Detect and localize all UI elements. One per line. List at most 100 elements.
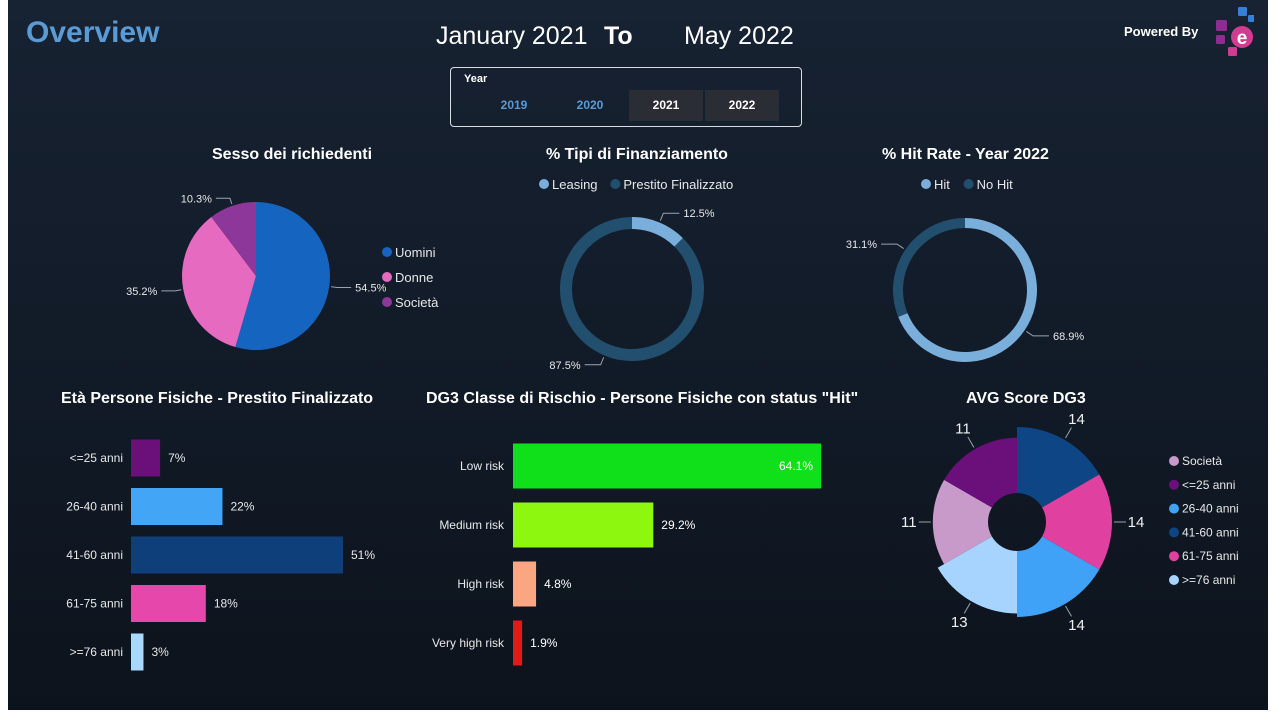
donut-0-label: 12.5% <box>683 208 714 220</box>
bar-rischio-category-1: Medium risk <box>439 518 505 532</box>
donut-1-label: 87.5% <box>549 360 580 372</box>
legend-label-0: Leasing <box>552 177 598 192</box>
svg-text:e: e <box>1237 28 1248 49</box>
legend-dot-sesso-2 <box>382 297 392 307</box>
chart-title-eta: Età Persone Fisiche - Prestito Finalizza… <box>61 390 374 407</box>
pie-sesso-0-leader <box>331 286 352 289</box>
charts-canvas: 54.5% 35.2% 10.3% Uomini Donne Società 12.5% 87… <box>66 177 1239 671</box>
rose-value-2: 14 <box>1068 617 1085 634</box>
bar-rischio-3 <box>513 620 523 666</box>
legend-dot-avg-3 <box>1169 527 1179 538</box>
bar-rischio-value-3: 1.9% <box>530 636 558 650</box>
pie-sesso-1-leader <box>161 289 182 292</box>
bar-rischio-category-2: High risk <box>457 577 505 591</box>
legend-dot-1 <box>963 179 974 189</box>
legend-label-1: Prestito Finalizzato <box>623 177 733 192</box>
chart-title-rischio: DG3 Classe di Rischio - Persone Fisiche … <box>426 390 859 407</box>
bar-rischio-2 <box>513 561 537 607</box>
legend-label-avg-5: >=76 anni <box>1182 573 1235 587</box>
rose-leader-1 <box>967 436 975 448</box>
brand-logo-icon: e <box>1216 7 1254 56</box>
legend-dot-sesso-0 <box>382 247 392 257</box>
legend-dot-0 <box>539 179 549 189</box>
dashboard: Overview January 2021 To May 2022 Powere… <box>8 0 1268 710</box>
legend-label-sesso-2: Società <box>395 295 439 310</box>
pie-slice-1 <box>182 216 256 348</box>
legend-label-avg-1: <=25 anni <box>1182 478 1235 492</box>
chart-title-tipi: % Tipi di Finanziamento <box>546 146 728 163</box>
bar-eta-value-1: 22% <box>230 500 254 514</box>
donut-1-leader <box>881 243 904 250</box>
date-from: January 2021 <box>436 22 588 50</box>
donut-1-leader <box>584 357 605 366</box>
year-slicer-title: Year <box>464 73 488 85</box>
bar-eta-value-4: 3% <box>151 645 169 659</box>
legend-dot-sesso-1 <box>382 272 392 282</box>
legend-label-avg-4: 61-75 anni <box>1182 549 1239 563</box>
bar-eta-category-2: 41-60 anni <box>66 548 123 562</box>
bar-eta-4 <box>131 633 144 671</box>
legend-dot-0 <box>921 179 931 189</box>
year-option-2020[interactable]: 2020 <box>576 98 604 112</box>
year-option-2021[interactable]: 2021 <box>629 90 703 121</box>
bar-rischio-1 <box>513 502 654 548</box>
rose-value-1: 11 <box>955 420 971 437</box>
bar-eta-category-4: >=76 anni <box>70 645 123 659</box>
donut-0-leader <box>659 212 680 221</box>
bar-rischio-0 <box>513 443 821 489</box>
pie-sesso-0-label: 54.5% <box>355 283 386 295</box>
chart-title-hitrate: % Hit Rate - Year 2022 <box>882 146 1049 163</box>
powered-by-label: Powered By <box>1124 24 1199 39</box>
legend-label-avg-3: 41-60 anni <box>1182 525 1239 539</box>
year-option-2019[interactable]: 2019 <box>500 98 528 112</box>
legend-dot-1 <box>610 179 621 189</box>
bar-eta-category-3: 61-75 anni <box>66 597 123 611</box>
legend-dot-avg-0 <box>1169 456 1179 466</box>
rose-slice-1 <box>944 437 1017 508</box>
bar-rischio-category-3: Very high risk <box>432 636 505 650</box>
bar-eta-category-0: <=25 anni <box>70 451 123 465</box>
donut-0-leader <box>1026 330 1049 337</box>
year-option-2022[interactable]: 2022 <box>705 90 779 121</box>
bar-eta-0 <box>131 439 161 477</box>
donut-0-label: 68.9% <box>1053 331 1084 343</box>
rose-slice-5 <box>937 536 1017 614</box>
chart-title-avgscore: AVG Score DG3 <box>966 390 1086 407</box>
bar-rischio-value-2: 4.8% <box>544 577 572 591</box>
bar-eta-value-2: 51% <box>351 548 375 562</box>
bar-rischio-value-0: 64.1% <box>779 459 813 473</box>
legend-label-1: No Hit <box>977 177 1014 192</box>
date-to-label: To <box>604 22 633 50</box>
bar-eta-1 <box>131 488 223 525</box>
pie-sesso-2-leader <box>215 197 233 205</box>
rose-slice-4 <box>1042 474 1112 570</box>
bar-eta-value-3: 18% <box>214 597 238 611</box>
bar-rischio-value-1: 29.2% <box>661 518 695 532</box>
donut-slice-0 <box>632 217 683 247</box>
bar-eta-value-0: 7% <box>168 451 186 465</box>
bar-eta-category-1: 26-40 anni <box>66 500 123 514</box>
rose-value-5: 13 <box>951 614 968 631</box>
legend-label-avg-0: Società <box>1182 454 1222 468</box>
legend-dot-avg-5 <box>1169 575 1179 585</box>
rose-value-3: 14 <box>1068 411 1085 428</box>
pie-slice-0 <box>235 202 331 351</box>
date-to: May 2022 <box>684 22 794 50</box>
pie-slice-2 <box>211 202 256 276</box>
legend-label-sesso-0: Uomini <box>395 245 436 260</box>
legend-label-0: Hit <box>934 177 950 192</box>
chart-title-sesso: Sesso dei richiedenti <box>212 146 373 163</box>
rose-value-4: 14 <box>1128 514 1145 531</box>
legend-dot-avg-1 <box>1169 479 1179 490</box>
donut-slice-1 <box>893 218 965 317</box>
donut-1-label: 31.1% <box>846 239 877 251</box>
legend-label-avg-2: 26-40 anni <box>1182 502 1239 516</box>
bar-eta-2 <box>131 536 343 574</box>
year-slicer: Year 2019 2020 2021 2022 <box>450 67 802 127</box>
bar-eta-3 <box>131 585 206 622</box>
rose-slice-3 <box>1017 427 1100 508</box>
pie-sesso-2-label: 10.3% <box>181 193 212 205</box>
legend-label-sesso-1: Donne <box>395 270 433 285</box>
page-title: Overview <box>26 16 160 49</box>
rose-slice-2 <box>1017 536 1100 617</box>
